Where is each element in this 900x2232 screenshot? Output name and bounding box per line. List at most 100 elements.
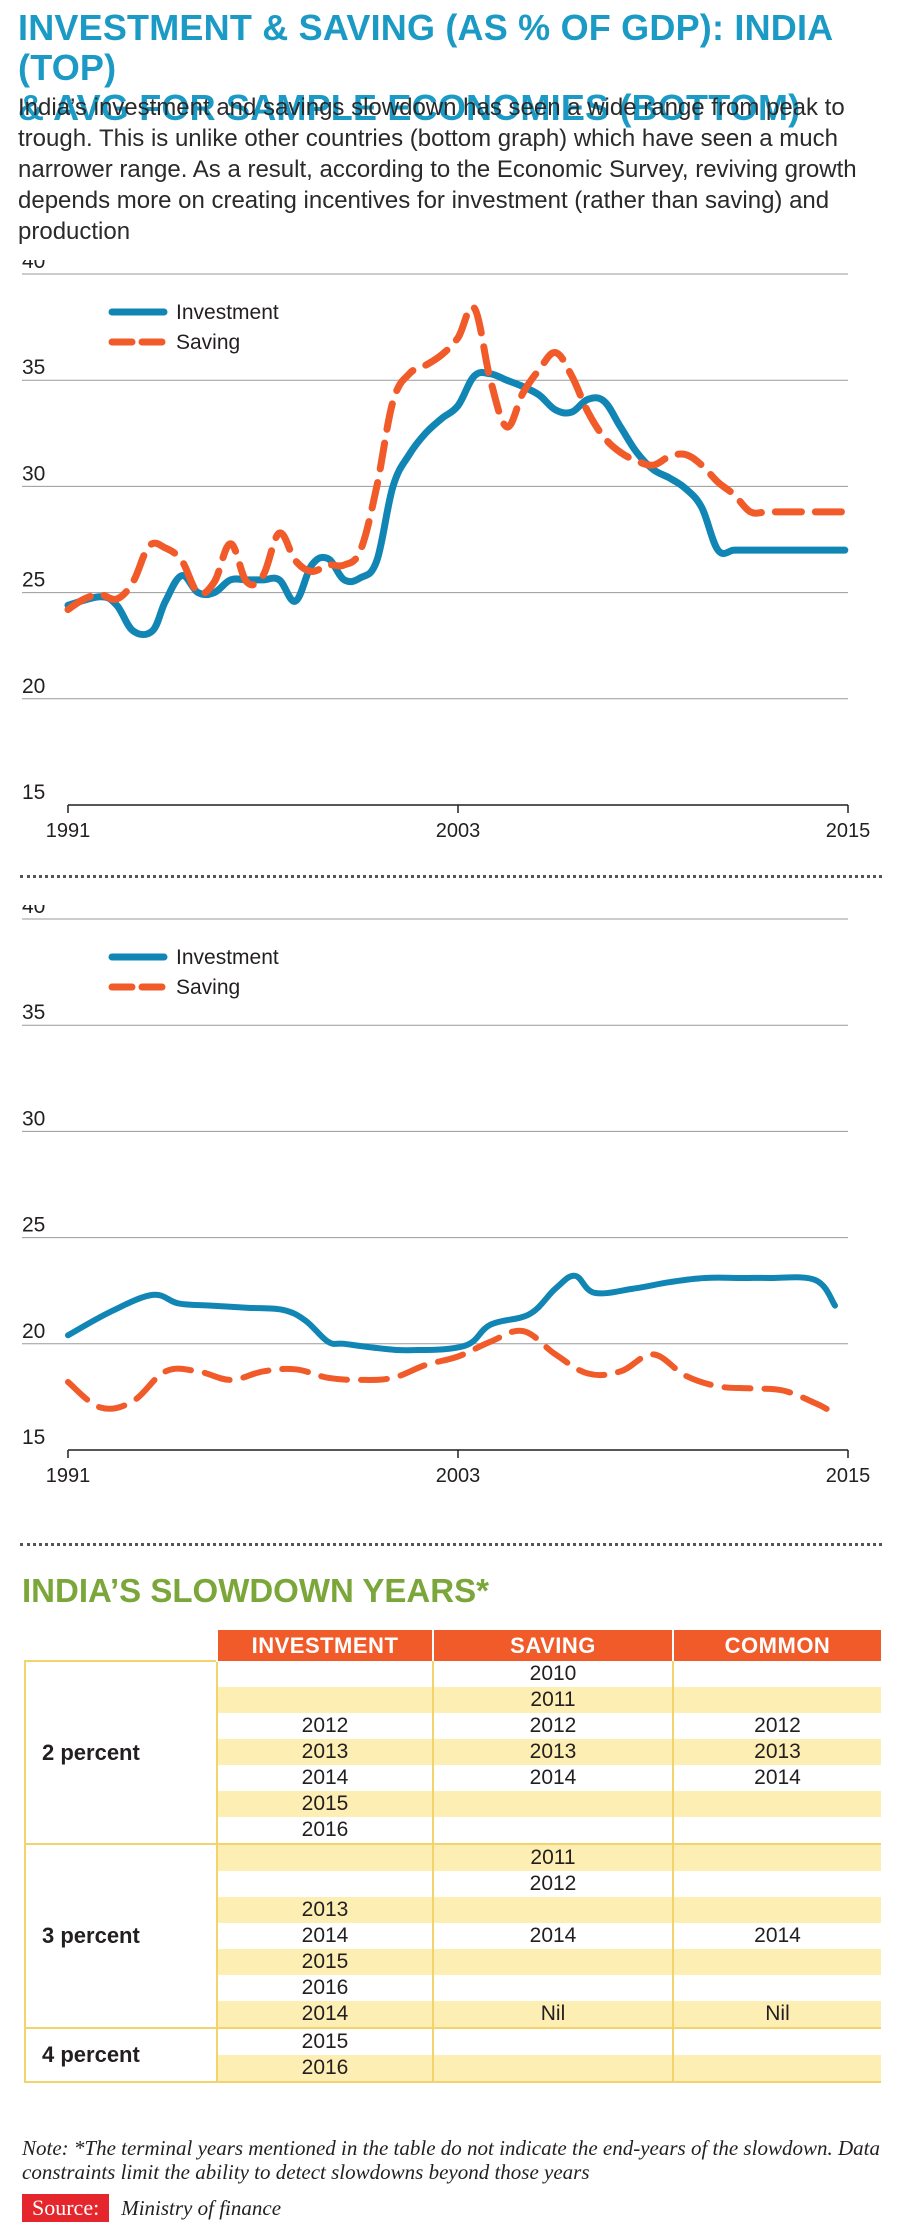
y-tick-label: 20 xyxy=(22,1320,45,1343)
table-row: 2014 2014 2014 xyxy=(25,1765,881,1791)
header-saving: SAVING xyxy=(433,1630,674,1661)
common-cell xyxy=(672,1975,881,2001)
common-cell xyxy=(672,1791,881,1817)
investment-cell xyxy=(216,1871,433,1897)
page-title: INVESTMENT & SAVING (AS % OF GDP): INDIA… xyxy=(18,8,888,128)
table-row: 2013 xyxy=(25,1897,881,1923)
table-row: 2013 2013 2013 xyxy=(25,1739,881,1765)
investment-cell: 2012 xyxy=(216,1713,433,1739)
investment-cell: 2014 xyxy=(216,1765,433,1791)
title-line-1: INVESTMENT & SAVING (AS % OF GDP): INDIA… xyxy=(18,7,833,88)
x-tick-label: 1991 xyxy=(46,1465,91,1487)
legend-label-saving: Saving xyxy=(176,331,240,354)
saving-cell: 2011 xyxy=(432,1687,673,1713)
common-cell xyxy=(672,2055,881,2083)
saving-cell: 2013 xyxy=(432,1739,673,1765)
investment-cell: 2016 xyxy=(216,2055,433,2083)
y-tick-label: 25 xyxy=(22,569,45,592)
investment-cell: 2014 xyxy=(216,1923,433,1949)
investment-cell xyxy=(216,1687,433,1713)
table-row: 2015 xyxy=(25,1791,881,1817)
slowdown-table: INVESTMENT SAVING COMMON 2 percent 2010 20… xyxy=(24,1630,881,2083)
table-row: 2014 2014 2014 xyxy=(25,1923,881,1949)
slowdown-level-label: 4 percent xyxy=(24,2027,218,2083)
slowdown-level-label: 3 percent xyxy=(24,1843,218,2029)
common-cell xyxy=(672,1844,881,1871)
saving-cell xyxy=(432,1949,673,1975)
saving-cell: 2012 xyxy=(432,1713,673,1739)
saving-cell xyxy=(432,1897,673,1923)
y-tick-label: 40 xyxy=(22,260,45,273)
source-label: Source: xyxy=(22,2194,110,2222)
footnote: Note: *The terminal years mentioned in t… xyxy=(22,2136,880,2184)
saving-cell: 2011 xyxy=(432,1844,673,1871)
india-chart: 15 20 25 30 35 40 1991 2003 2015 Investment Saving xyxy=(0,260,900,870)
series-line-investment xyxy=(65,1272,838,1354)
legend-label-saving: Saving xyxy=(176,976,240,999)
common-cell: 2014 xyxy=(672,1765,881,1791)
series-line-investment xyxy=(64,368,849,639)
saving-cell: Nil xyxy=(432,2001,673,2029)
saving-cell xyxy=(432,1791,673,1817)
investment-cell: 2015 xyxy=(216,2028,433,2055)
divider xyxy=(20,875,882,878)
table-row: 2 percent 2010 xyxy=(24,1660,881,1845)
common-cell: 2012 xyxy=(672,1713,881,1739)
x-tick-label: 2003 xyxy=(436,820,481,842)
table-row: 2011 xyxy=(25,1687,881,1713)
investment-cell xyxy=(216,1844,433,1871)
x-tick-label: 2003 xyxy=(436,1465,481,1487)
common-cell xyxy=(672,2028,881,2055)
y-tick-label: 30 xyxy=(22,1107,45,1130)
investment-cell: 2015 xyxy=(216,1949,433,1975)
table-header-row: INVESTMENT SAVING COMMON xyxy=(25,1630,881,1661)
title-line-2: & AVG FOR SAMPLE ECONOMIES (BOTTOM) xyxy=(18,87,801,128)
series-line-saving xyxy=(64,303,849,614)
x-tick-label: 1991 xyxy=(46,820,91,842)
table-title: INDIA’S SLOWDOWN YEARS* xyxy=(22,1572,489,1609)
y-tick-label: 35 xyxy=(22,356,45,379)
source-text: Ministry of finance xyxy=(121,2195,282,2220)
common-cell xyxy=(672,1661,881,1687)
x-tick-label: 2015 xyxy=(826,820,871,842)
investment-cell: 2014 xyxy=(216,2001,433,2029)
investment-cell: 2013 xyxy=(216,1739,433,1765)
table-body: 2 percent 2010 2011 2012 2012 2012 2013 2013 201… xyxy=(24,1660,881,2083)
table-header-blank xyxy=(25,1630,218,1661)
legend-label-investment: Investment xyxy=(176,301,279,324)
table-row: 2012 2012 2012 xyxy=(25,1713,881,1739)
y-tick-label: 15 xyxy=(22,781,45,804)
common-cell: 2014 xyxy=(672,1923,881,1949)
common-cell xyxy=(672,1817,881,1845)
table-row: 4 percent 2015 xyxy=(24,2027,881,2083)
y-tick-label: 25 xyxy=(22,1214,45,1237)
investment-cell: 2016 xyxy=(216,1975,433,2001)
legend-label-investment: Investment xyxy=(176,946,279,969)
sample-economies-chart: 15 20 25 30 35 40 1991 2003 2015 Investment Saving xyxy=(0,905,900,1515)
source-line: Source: Ministry of finance xyxy=(22,2194,281,2222)
saving-cell xyxy=(432,2055,673,2083)
y-tick-label: 15 xyxy=(22,1426,45,1449)
x-tick-label: 2015 xyxy=(826,1465,871,1487)
table-row: 2012 xyxy=(25,1871,881,1897)
saving-cell xyxy=(432,1817,673,1845)
saving-cell xyxy=(432,1975,673,2001)
saving-cell: 2014 xyxy=(432,1765,673,1791)
y-tick-label: 40 xyxy=(22,905,45,918)
slowdown-level-label: 2 percent xyxy=(24,1660,218,1845)
table-row: 2015 xyxy=(25,1949,881,1975)
subtitle: India’s investment and savings slowdown … xyxy=(18,94,857,245)
y-tick-label: 20 xyxy=(22,675,45,698)
investment-cell: 2013 xyxy=(216,1897,433,1923)
table-row: 3 percent 2011 xyxy=(24,1843,881,2029)
common-cell: 2013 xyxy=(672,1739,881,1765)
series-line-saving xyxy=(65,1327,835,1415)
y-tick-label: 30 xyxy=(22,462,45,485)
table-row: 2016 xyxy=(25,1975,881,2001)
header-common: COMMON xyxy=(673,1630,881,1661)
table-row: 2016 xyxy=(25,2055,881,2083)
divider xyxy=(20,1543,882,1546)
investment-cell: 2015 xyxy=(216,1791,433,1817)
common-cell xyxy=(672,1897,881,1923)
saving-cell: 2010 xyxy=(432,1661,673,1687)
